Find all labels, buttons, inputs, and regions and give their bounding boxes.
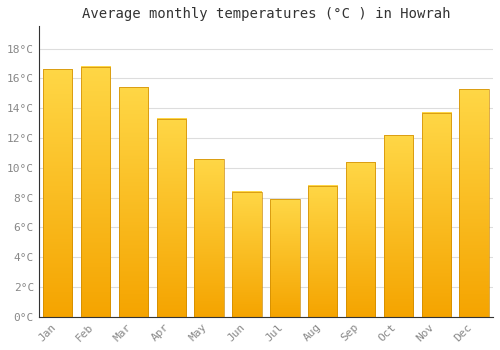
Bar (460, 89, 489, 317)
Bar (384, 135, 413, 317)
Bar (232, 192, 262, 317)
Bar (43, 70, 72, 317)
Bar (118, 88, 148, 317)
Bar (270, 199, 300, 317)
Bar (194, 159, 224, 317)
Bar (81, 66, 110, 317)
Bar (308, 186, 338, 317)
Title: Average monthly temperatures (°C ) in Howrah: Average monthly temperatures (°C ) in Ho… (82, 7, 450, 21)
Bar (156, 119, 186, 317)
Bar (346, 162, 376, 317)
Bar (422, 113, 451, 317)
